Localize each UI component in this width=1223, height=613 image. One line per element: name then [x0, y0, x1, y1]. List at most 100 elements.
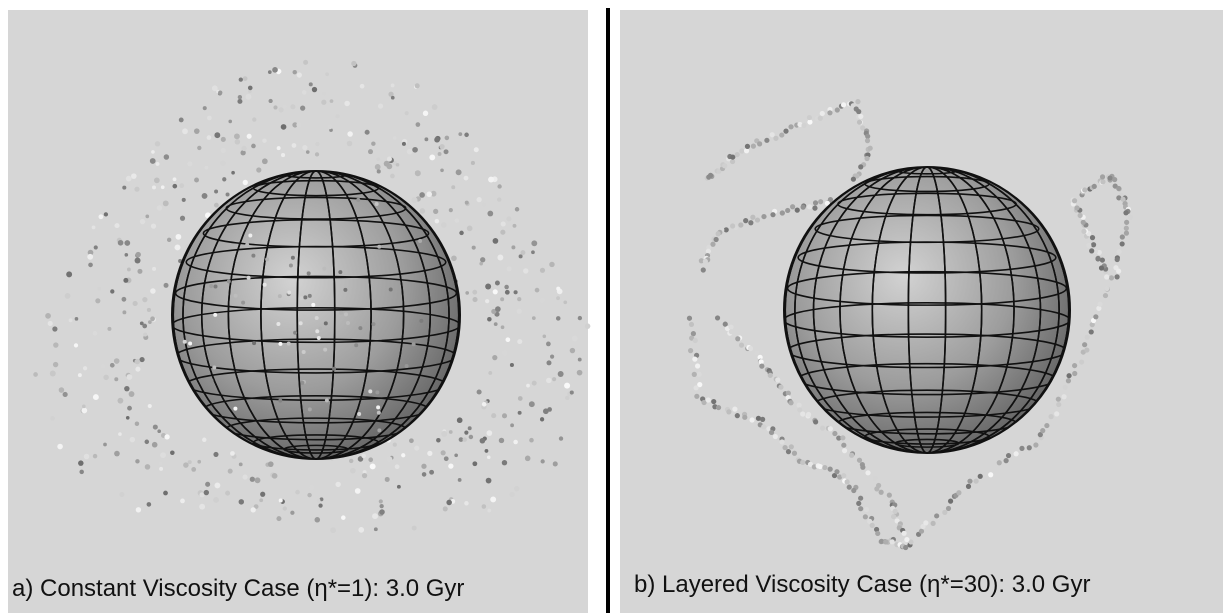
particle	[384, 161, 390, 167]
particle	[517, 297, 521, 301]
panel-b-caption: b) Layered Viscosity Case (η*=30): 3.0 G…	[634, 571, 1090, 598]
particle	[904, 537, 909, 542]
particle	[493, 289, 498, 294]
particle	[828, 426, 833, 431]
particle	[439, 144, 444, 149]
particle	[318, 503, 322, 507]
particle	[239, 77, 243, 81]
particle	[234, 294, 238, 298]
particle	[269, 99, 273, 103]
particle	[188, 460, 192, 464]
particle	[440, 168, 444, 172]
particle	[282, 104, 286, 108]
particle	[872, 476, 877, 481]
particle	[300, 105, 305, 110]
particle	[692, 357, 697, 362]
particle	[487, 455, 491, 459]
particle	[214, 285, 218, 289]
particle	[1040, 428, 1045, 433]
particle	[495, 281, 500, 286]
particle	[103, 443, 107, 447]
particle	[890, 539, 895, 544]
particle	[407, 149, 413, 155]
particle	[474, 147, 479, 152]
particle	[123, 278, 128, 283]
particle	[1116, 186, 1121, 191]
particle	[210, 379, 214, 383]
particle	[205, 166, 209, 170]
particle	[449, 208, 453, 212]
particle	[993, 467, 998, 472]
particle	[800, 460, 805, 465]
particle	[519, 254, 523, 258]
particle	[391, 83, 395, 87]
particle	[723, 322, 728, 327]
particle	[63, 392, 68, 397]
particle	[997, 460, 1002, 465]
particle	[1033, 442, 1038, 447]
particle	[260, 492, 265, 497]
particle	[879, 490, 884, 495]
particle	[306, 150, 310, 154]
particle	[338, 270, 342, 274]
particle	[297, 72, 302, 77]
particle	[155, 141, 160, 146]
particle	[565, 396, 569, 400]
particle	[248, 86, 253, 91]
particle	[371, 322, 375, 326]
particle	[511, 245, 515, 249]
particle	[357, 412, 361, 416]
particle	[315, 329, 319, 333]
particle	[465, 201, 469, 205]
particle	[416, 122, 421, 127]
particle	[749, 417, 754, 422]
particle	[449, 430, 453, 434]
particle	[78, 460, 84, 466]
particle	[858, 496, 863, 501]
particle	[978, 474, 983, 479]
particle	[942, 510, 947, 515]
particle	[341, 515, 346, 520]
particle	[540, 268, 545, 273]
particle	[1063, 385, 1068, 390]
particle	[472, 290, 477, 295]
particle	[74, 343, 78, 347]
particle	[377, 428, 381, 432]
particle	[389, 288, 393, 292]
particle	[1124, 220, 1129, 225]
particle	[695, 363, 700, 368]
particle	[104, 212, 108, 216]
particle	[711, 399, 716, 404]
particle	[303, 295, 307, 299]
particle	[706, 397, 711, 402]
particle	[148, 404, 152, 408]
particle	[321, 100, 326, 105]
particle	[33, 372, 38, 377]
particle	[435, 219, 439, 223]
particle	[251, 507, 256, 512]
particle	[330, 99, 334, 103]
particle	[315, 152, 319, 156]
particle	[487, 509, 491, 513]
particle	[1066, 373, 1071, 378]
particle	[806, 412, 811, 417]
particle	[789, 444, 794, 449]
particle	[563, 300, 567, 304]
particle	[1054, 411, 1059, 416]
particle	[687, 316, 692, 321]
particle	[526, 384, 530, 388]
particle	[421, 464, 426, 469]
particle	[444, 149, 449, 154]
particle	[235, 139, 241, 145]
particle	[272, 67, 278, 73]
particle	[221, 137, 226, 142]
particle	[226, 193, 230, 197]
particle	[788, 400, 793, 405]
particle	[380, 504, 384, 508]
particle	[432, 104, 438, 110]
particle	[225, 491, 230, 496]
particle	[506, 337, 511, 342]
particle	[375, 164, 381, 170]
particle	[234, 133, 240, 139]
particle	[807, 115, 812, 120]
